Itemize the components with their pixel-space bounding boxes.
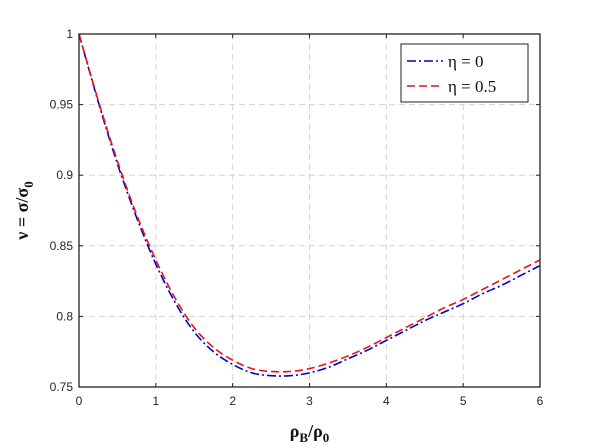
- x-axis-label: ρB/ρ0: [290, 421, 329, 445]
- series-line-1: [78, 33, 541, 373]
- x-tick-label-4: 4: [383, 394, 390, 408]
- y-tick-label-5: 1: [66, 27, 73, 41]
- ticks: 0 1 2 3 4 5 6 0.75 0.8 0.85 0.9 0.95 1: [50, 27, 544, 408]
- series-line-0: [78, 33, 541, 377]
- y-axis-label: ν = σ/σ0: [12, 181, 36, 240]
- y-tick-label-3: 0.9: [56, 168, 73, 182]
- y-tick-label-1: 0.8: [56, 309, 73, 323]
- legend-label-1: η = 0.5: [448, 77, 496, 96]
- legend-box: [400, 43, 529, 103]
- legend-label-0: η = 0: [448, 52, 483, 71]
- x-tick-label-1: 1: [152, 394, 159, 408]
- y-tick-label-2: 0.85: [50, 239, 74, 253]
- x-tick-label-0: 0: [76, 394, 83, 408]
- grid: [79, 34, 540, 387]
- x-tick-label-6: 6: [537, 394, 544, 408]
- series-layer: [78, 33, 541, 377]
- x-tick-label-3: 3: [306, 394, 313, 408]
- x-tick-label-5: 5: [460, 394, 467, 408]
- y-tick-label-0: 0.75: [50, 380, 74, 394]
- y-tick-label-4: 0.95: [50, 98, 74, 112]
- x-tick-label-2: 2: [229, 394, 236, 408]
- legend: η = 0 η = 0.5: [400, 43, 529, 103]
